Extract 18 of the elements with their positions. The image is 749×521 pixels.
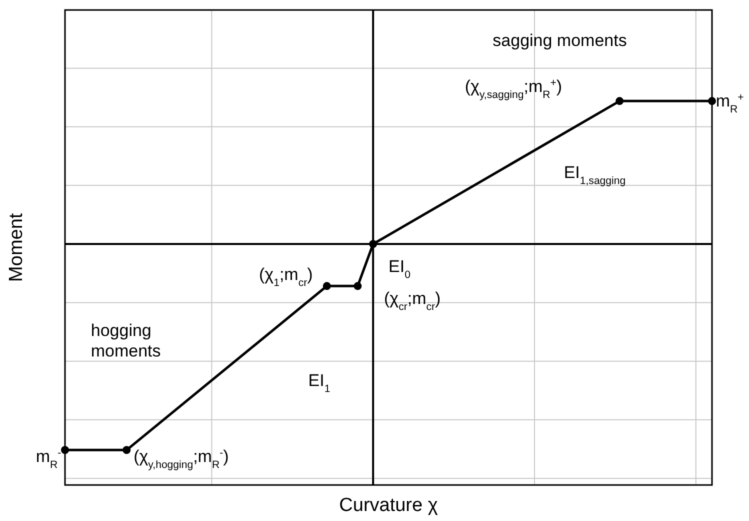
annotation: hogging moments	[90, 321, 161, 361]
point	[122, 446, 131, 454]
annotation: EI$_{1}$	[308, 371, 330, 396]
text: sagging moments	[492, 30, 627, 50]
x-axis-title: Curvature χ	[339, 495, 438, 516]
annotation: EI$_{0}$	[388, 257, 411, 282]
annotation: (χ$_{cr}$;m$_{cr}$)	[384, 288, 441, 313]
point	[708, 97, 716, 106]
point	[61, 446, 69, 454]
point	[354, 282, 362, 290]
annotation: (χ$_{y,hogging}$;m$_{R}$$^{-}$)	[134, 447, 229, 472]
annotation: EI$_{1,sagging}$	[564, 162, 626, 187]
point	[322, 282, 331, 290]
y-axis-title: Moment	[6, 212, 27, 282]
point	[616, 97, 624, 106]
point	[369, 240, 378, 248]
text: (χ$_{y,sagging}$;m$_{R}$$^{+}$)	[464, 77, 562, 101]
annotation: (χ$_{1}$;m$_{cr}$)	[259, 265, 313, 290]
